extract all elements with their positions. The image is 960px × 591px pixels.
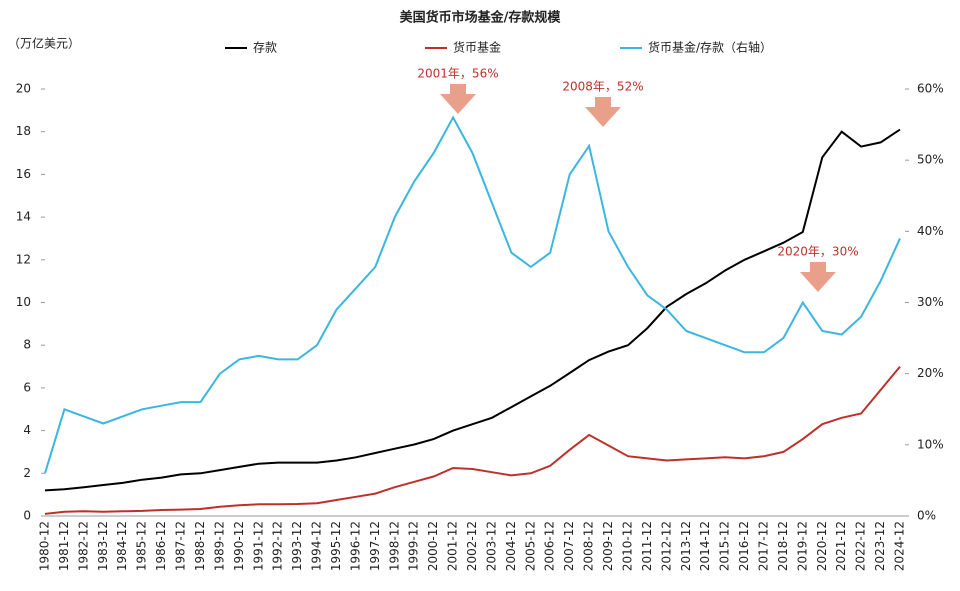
series-line [44, 365, 901, 515]
y-tick-label: 18 [16, 124, 31, 138]
x-tick-label: 2016-12 [737, 521, 751, 571]
y-tick-label: 0 [23, 509, 31, 523]
x-tick-label: 2020-12 [815, 521, 829, 571]
x-tick-label: 1982-12 [76, 521, 90, 571]
y2-tick-label: 40% [917, 224, 944, 238]
x-tick-label: 1992-12 [271, 521, 285, 571]
x-tick-label: 2022-12 [854, 521, 868, 571]
x-tick-label: 1983-12 [96, 521, 110, 571]
y-tick-label: 4 [23, 423, 31, 437]
x-tick-label: 1987-12 [174, 521, 188, 571]
x-tick-label: 2004-12 [504, 521, 518, 571]
x-tick-label: 1980-12 [38, 521, 52, 571]
x-tick-label: 1991-12 [251, 521, 265, 571]
x-tick-label: 1981-12 [57, 521, 71, 571]
annotation-arrow [585, 97, 621, 127]
legend-label: 货币基金/存款（右轴） [648, 40, 772, 55]
annotation-arrow [440, 84, 476, 114]
x-tick-label: 2023-12 [873, 521, 887, 571]
y2-tick-label: 60% [917, 82, 944, 96]
x-tick-label: 1994-12 [310, 521, 324, 571]
x-tick-label: 2017-12 [756, 521, 770, 571]
x-tick-label: 1984-12 [115, 521, 129, 571]
y2-tick-label: 10% [917, 437, 944, 451]
y2-tick-label: 50% [917, 153, 944, 167]
annotation: 2020年，30% [777, 245, 858, 259]
x-tick-label: 1985-12 [135, 521, 149, 571]
y-tick-label: 2 [23, 466, 31, 480]
x-tick-label: 2014-12 [698, 521, 712, 571]
x-tick-label: 2024-12 [893, 521, 907, 571]
x-tick-label: 2012-12 [659, 521, 673, 571]
x-tick-label: 2011-12 [640, 521, 654, 571]
x-tick-label: 1999-12 [407, 521, 421, 571]
x-tick-label: 1993-12 [290, 521, 304, 571]
x-tick-label: 2019-12 [795, 521, 809, 571]
x-tick-label: 2018-12 [776, 521, 790, 571]
x-tick-label: 2003-12 [484, 521, 498, 571]
annotation-arrow [800, 262, 836, 292]
x-tick-label: 2007-12 [562, 521, 576, 571]
x-tick-label: 1986-12 [154, 521, 168, 571]
legend-label: 存款 [253, 41, 277, 55]
x-tick-label: 2009-12 [601, 521, 615, 571]
y2-tick-label: 30% [917, 295, 944, 309]
y-tick-label: 20 [16, 82, 31, 96]
x-tick-label: 2000-12 [426, 521, 440, 571]
annotation: 2001年，56% [417, 67, 498, 81]
chart-title: 美国货币市场基金/存款规模 [400, 10, 562, 26]
series-line [44, 128, 901, 492]
x-tick-label: 1989-12 [212, 521, 226, 571]
x-tick-label: 1990-12 [232, 521, 246, 571]
x-tick-label: 2008-12 [582, 521, 596, 571]
x-tick-label: 2010-12 [620, 521, 634, 571]
y-tick-label: 14 [16, 210, 31, 224]
legend-label: 货币基金 [453, 40, 501, 55]
x-tick-label: 1988-12 [193, 521, 207, 571]
y-axis-label: （万亿美元） [8, 36, 80, 51]
y-tick-label: 6 [23, 380, 31, 394]
x-tick-label: 1995-12 [329, 521, 343, 571]
x-tick-label: 2002-12 [465, 521, 479, 571]
y-tick-label: 10 [16, 295, 31, 309]
y-tick-label: 12 [16, 252, 31, 266]
series-line [44, 115, 901, 474]
x-tick-label: 2001-12 [446, 521, 460, 571]
y-tick-label: 16 [16, 167, 31, 181]
x-tick-label: 2021-12 [834, 521, 848, 571]
x-tick-label: 1996-12 [348, 521, 362, 571]
x-tick-label: 2006-12 [543, 521, 557, 571]
y2-tick-label: 20% [917, 366, 944, 380]
annotation: 2008年，52% [562, 80, 643, 94]
x-tick-label: 2015-12 [718, 521, 732, 571]
y-tick-label: 8 [23, 338, 31, 352]
x-tick-label: 1997-12 [368, 521, 382, 571]
y2-tick-label: 0% [917, 509, 936, 523]
x-tick-label: 1998-12 [387, 521, 401, 571]
x-tick-label: 2013-12 [679, 521, 693, 571]
x-tick-label: 2005-12 [523, 521, 537, 571]
